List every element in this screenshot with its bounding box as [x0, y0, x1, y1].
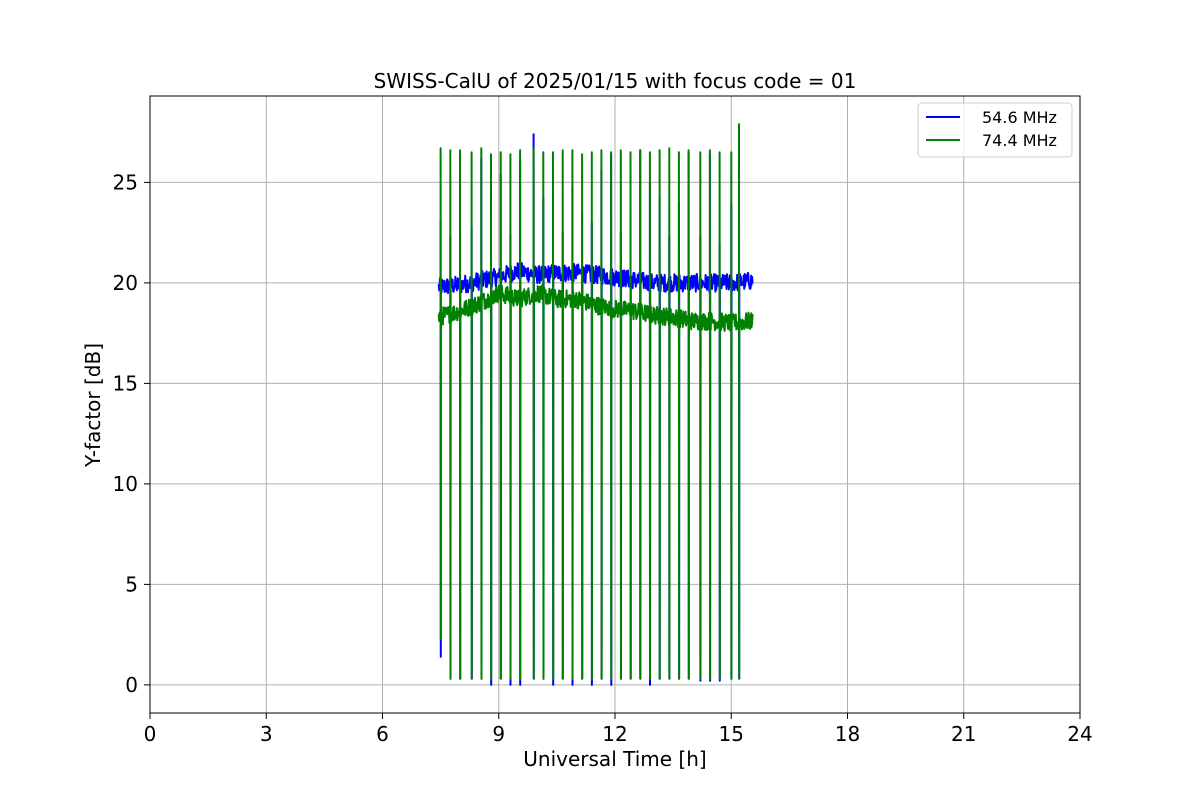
- series-line-2: [437, 123, 754, 680]
- x-tick-label: 24: [1067, 722, 1092, 746]
- x-tick-label: 15: [719, 722, 744, 746]
- x-axis: 0 3 6 9 12 15 18 21 24: [144, 713, 1093, 746]
- y-axis-label: Y-factor [dB]: [81, 343, 105, 468]
- y-axis: 0 5 10 15 20 25: [113, 170, 150, 697]
- y-tick-label: 20: [113, 271, 138, 295]
- y-tick-label: 25: [113, 170, 138, 194]
- chart-title: SWISS-CalU of 2025/01/15 with focus code…: [374, 69, 857, 93]
- plot-lines: [437, 123, 754, 686]
- x-tick-label: 21: [951, 722, 976, 746]
- x-tick-label: 18: [835, 722, 860, 746]
- x-tick-label: 12: [602, 722, 627, 746]
- x-tick-label: 6: [376, 722, 389, 746]
- legend: 54.6 MHz 74.4 MHz: [917, 102, 1073, 158]
- y-tick-label: 15: [113, 371, 138, 395]
- y-tick-label: 0: [125, 673, 138, 697]
- x-tick-label: 0: [144, 722, 157, 746]
- y-tick-label: 5: [125, 572, 138, 596]
- x-axis-label: Universal Time [h]: [523, 747, 706, 771]
- x-tick-label: 9: [492, 722, 505, 746]
- legend-entry-1: 54.6 MHz: [982, 108, 1057, 127]
- legend-entry-2: 74.4 MHz: [982, 131, 1057, 150]
- y-tick-label: 10: [113, 472, 138, 496]
- x-tick-label: 3: [260, 722, 273, 746]
